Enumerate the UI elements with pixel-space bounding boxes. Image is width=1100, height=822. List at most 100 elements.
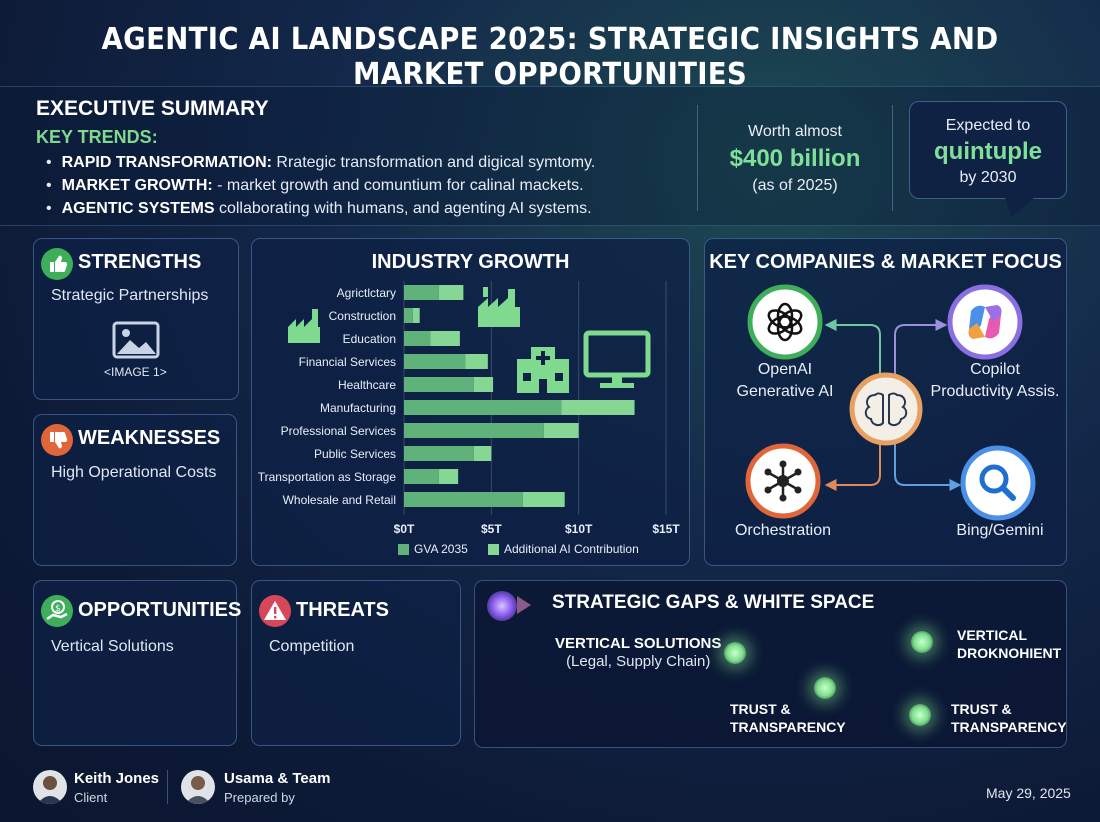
page-title: AGENTIC AI LANDSCAPE 2025: STRATEGIC INS… — [101, 22, 999, 92]
category-label: Healthcare — [338, 378, 396, 392]
strengths-title: STRENGTHS — [78, 251, 202, 273]
threats-title: THREATS — [296, 599, 389, 621]
openai-name: OpenAI — [757, 361, 813, 378]
gap-label-sub: (Legal, Supply Chain) — [566, 653, 711, 670]
preparer-role: Prepared by — [224, 790, 295, 805]
trend-bold: RAPID TRANSFORMATION: — [61, 154, 272, 171]
brain-icon — [849, 372, 923, 446]
money-hand-icon: $ — [41, 595, 73, 627]
gap-label: VERTICAL DROKNOHIENT — [957, 626, 1061, 662]
hospital-icon — [517, 347, 569, 393]
bar-segment — [404, 331, 431, 346]
copilot-sub: Productivity Assis. — [930, 383, 1060, 400]
gap-label: TRUST & TRANSPARENCY — [730, 700, 846, 736]
expected-line3: by 2030 — [959, 169, 1017, 186]
copilot-label: Copilot Productivity Assis. — [925, 359, 1065, 403]
category-label: Transportation as Storage — [258, 470, 397, 484]
avatar — [33, 770, 67, 804]
gap-label: TRUST & TRANSPARENCY — [951, 700, 1067, 736]
industry-growth-card: INDUSTRY GROWTH Agrictlcta — [251, 238, 690, 566]
trend-bold: AGENTIC SYSTEMS — [61, 200, 215, 217]
weaknesses-card: WEAKNESSES High Operational Costs — [33, 414, 237, 566]
gap-label-main: VERTICAL — [957, 627, 1027, 643]
chart-title: INDUSTRY GROWTH — [371, 251, 570, 273]
bar-segment — [412, 308, 420, 323]
weaknesses-text: High Operational Costs — [51, 464, 217, 481]
warning-icon — [259, 595, 291, 627]
trend-item: MARKET GROWTH: - market growth and comun… — [46, 174, 595, 197]
gap-dot — [909, 704, 931, 726]
bar-segment — [404, 446, 474, 461]
key-trends-label: KEY TRENDS: — [36, 127, 158, 147]
report-date: May 29, 2025 — [986, 785, 1071, 801]
openai-label: OpenAI Generative AI — [734, 359, 836, 403]
svg-text:$: $ — [55, 604, 61, 614]
bar-segment — [522, 492, 565, 507]
bar-segment — [543, 423, 579, 438]
bubble-tail — [1005, 197, 1035, 217]
arrow-icon — [517, 596, 531, 614]
companies-diagram — [745, 284, 1036, 521]
strengths-text: Strategic Partnerships — [51, 287, 209, 304]
worth-stat: Worth almost $400 billion (as of 2025) — [715, 121, 875, 197]
magnifier-icon — [960, 445, 1036, 521]
legend-swatch — [488, 544, 499, 555]
glow-orb-icon — [487, 591, 517, 621]
companies-title: KEY COMPANIES & MARKET FOCUS — [709, 251, 1062, 273]
factory-icon — [478, 287, 520, 327]
bar-segment — [404, 354, 466, 369]
openai-icon — [747, 284, 823, 360]
key-companies-card: KEY COMPANIES & MARKET FOCUS — [704, 238, 1067, 566]
worth-line1: Worth almost — [748, 123, 842, 140]
avatar — [181, 770, 215, 804]
bar-segment — [404, 492, 523, 507]
trend-text: collaborating with humans, and agenting … — [214, 200, 592, 217]
copilot-icon — [947, 284, 1023, 360]
gap-label-main: VERTICAL SOLUTIONS — [555, 635, 722, 652]
threats-text: Competition — [269, 638, 355, 655]
expected-line1: Expected to — [945, 117, 1031, 134]
divider — [167, 770, 168, 804]
orchestration-label: Orchestration — [734, 522, 832, 539]
gap-label-main: TRUST & — [730, 701, 791, 717]
worth-value: $400 billion — [729, 145, 861, 172]
legend-label: GVA 2035 — [414, 542, 468, 556]
trend-text: Rrategic transformation and digical symt… — [271, 154, 596, 171]
bar-segment — [404, 469, 439, 484]
copilot-name: Copilot — [970, 361, 1020, 378]
category-label: Wholesale and Retail — [283, 493, 396, 507]
trend-item: RAPID TRANSFORMATION: Rrategic transform… — [46, 151, 596, 174]
bar-segment — [404, 377, 474, 392]
bar-segment — [430, 331, 460, 346]
divider — [697, 105, 698, 211]
bar-segment — [561, 400, 635, 415]
bar-segment — [438, 285, 464, 300]
threats-card: THREATS Competition — [251, 580, 461, 746]
expected-value: quintuple — [934, 138, 1042, 165]
openai-sub: Generative AI — [736, 383, 834, 400]
network-hub-icon — [745, 443, 821, 519]
category-label: Public Services — [314, 447, 396, 461]
x-tick-label: $5T — [481, 522, 502, 536]
gap-label: VERTICAL SOLUTIONS (Legal, Supply Chain) — [555, 635, 721, 671]
legend-label: Additional AI Contribution — [504, 542, 639, 556]
bar-segment — [404, 308, 413, 323]
x-tick-label: $0T — [394, 522, 415, 536]
trends-list: RAPID TRANSFORMATION: Rrategic transform… — [46, 151, 596, 220]
gap-label-sub: TRANSPARENCY — [730, 719, 846, 735]
client-name: Keith Jones — [74, 770, 160, 787]
category-label: Education — [343, 332, 396, 346]
executive-summary-heading: EXECUTIVE SUMMARY — [36, 97, 269, 120]
x-tick-label: $10T — [565, 522, 593, 536]
gap-label-sub: TRANSPARENCY — [951, 719, 1067, 735]
gap-dot — [911, 631, 933, 653]
image-placeholder-label: <IMAGE 1> — [104, 365, 167, 379]
gaps-title: STRATEGIC GAPS & WHITE SPACE — [552, 592, 875, 613]
executive-summary: EXECUTIVE SUMMARY KEY TRENDS: RAPID TRAN… — [0, 86, 1100, 226]
bing-gemini-label: Bing/Gemini — [956, 522, 1044, 539]
thumbs-up-icon — [41, 248, 73, 280]
trend-text: - market growth and comuntium for calina… — [212, 177, 584, 194]
legend-swatch — [398, 544, 409, 555]
opportunities-text: Vertical Solutions — [51, 638, 174, 655]
expected-bubble: Expected to quintuple by 2030 — [909, 101, 1067, 199]
